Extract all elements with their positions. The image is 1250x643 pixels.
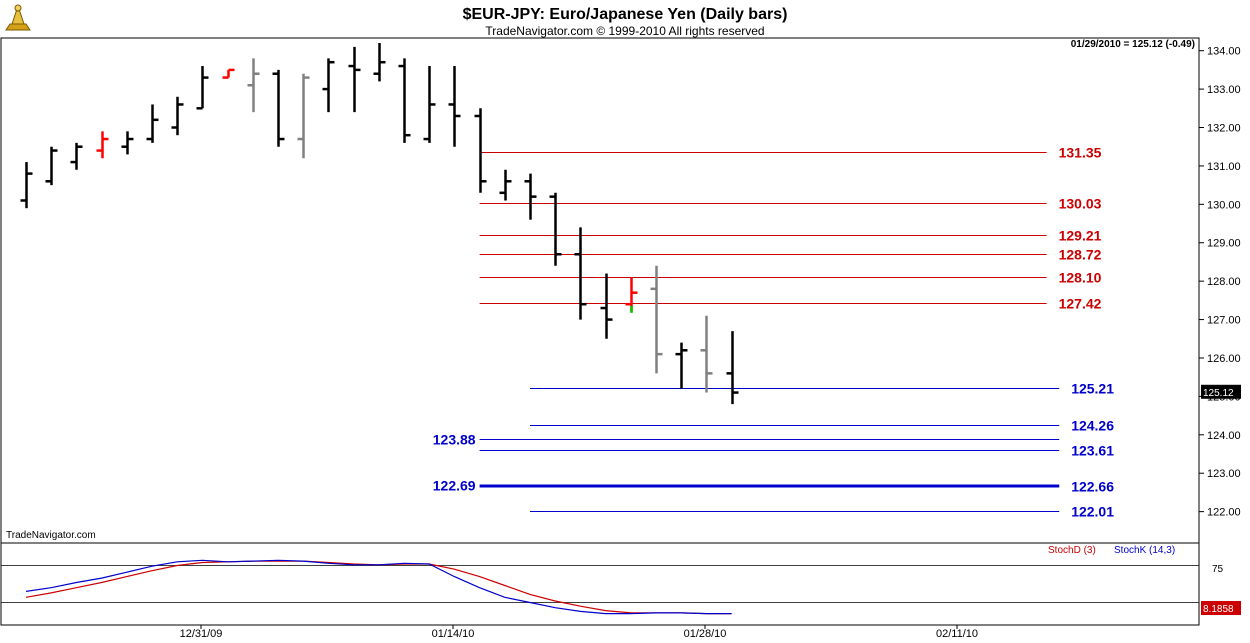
stochastic-lines xyxy=(1,559,1199,615)
ohlc-bar xyxy=(726,331,739,405)
y-axis: 134.00 133.00 132.00 131.00 130.00 129.00 128.… xyxy=(1198,38,1241,625)
ohlc-bar xyxy=(70,142,83,170)
ohlc-bar xyxy=(549,192,562,266)
level-label: 122.01 xyxy=(1071,504,1114,520)
bars-layer xyxy=(20,43,739,405)
y-tick-label: 128.00 xyxy=(1207,276,1241,288)
level-label: 127.42 xyxy=(1059,296,1102,312)
y-tick-label: 131.00 xyxy=(1207,161,1241,173)
ohlc-bar xyxy=(574,227,587,320)
level-label: 122.66 xyxy=(1071,479,1114,495)
y-tick-label: 127.00 xyxy=(1207,315,1241,327)
ohlc-bar xyxy=(171,96,184,136)
price-readout: 01/29/2010 = 125.12 (-0.49) xyxy=(1071,39,1195,50)
ohlc-bar xyxy=(146,104,159,143)
last-price-marker: 125.12 xyxy=(1201,384,1241,399)
stoch-last-box xyxy=(1201,601,1241,615)
ohlc-bar xyxy=(474,108,487,193)
last-price-label: 125.12 xyxy=(1203,388,1234,399)
y-tick-label: 126.00 xyxy=(1207,353,1241,365)
ohlc-bar xyxy=(45,146,58,186)
y-tick-label: 123.00 xyxy=(1207,468,1241,480)
watermark: TradeNavigator.com xyxy=(6,530,96,541)
ohlc-bar xyxy=(20,162,33,209)
ohlc-bar xyxy=(448,66,461,147)
ohlc-bar xyxy=(398,58,411,143)
y-tick-label: 122.00 xyxy=(1207,507,1241,519)
level-label: 125.21 xyxy=(1071,381,1114,397)
ohlc-bar xyxy=(272,69,285,147)
y-tick-label: 133.00 xyxy=(1207,84,1241,96)
trade-navigator-logo xyxy=(2,2,34,36)
ohlc-bar xyxy=(247,58,260,113)
ohlc-bar xyxy=(650,265,663,374)
x-axis: 12/31/09 01/14/10 01/28/10 02/11/10 xyxy=(1,624,1199,640)
x-tick-label: 02/11/10 xyxy=(936,628,978,640)
y-tick-label: 134.00 xyxy=(1207,46,1241,58)
ohlc-bar xyxy=(675,342,688,389)
x-tick-label: 12/31/09 xyxy=(180,628,223,640)
ohlc-bar xyxy=(121,131,134,155)
ohlc-bar xyxy=(322,58,335,113)
level-label: 123.88 xyxy=(433,432,476,448)
ohlc-bar xyxy=(423,66,436,143)
y-tick-label: 132.00 xyxy=(1207,123,1241,135)
stoch-last-label: 8.1858 xyxy=(1203,604,1234,615)
ohlc-bar xyxy=(524,173,537,220)
ohlc-bar xyxy=(373,43,386,82)
stoch-d-line xyxy=(25,560,732,615)
y-tick-label: 130.00 xyxy=(1207,199,1241,211)
ohlc-bar xyxy=(222,68,235,79)
level-label: 128.10 xyxy=(1059,270,1102,286)
ohlc-bar xyxy=(700,315,713,393)
chart-title: $EUR-JPY: Euro/Japanese Yen (Daily bars) xyxy=(463,6,788,23)
stochastic-panel: StochD (3) StochK (14,3) 75 8.1858 xyxy=(0,542,1241,626)
level-label: 123.61 xyxy=(1071,443,1114,459)
ohlc-bar xyxy=(297,73,310,159)
ohlc-bar xyxy=(600,273,613,339)
level-label: 128.72 xyxy=(1059,247,1102,263)
level-label: 122.69 xyxy=(433,478,476,494)
ohlc-bar xyxy=(348,46,361,113)
price-panel: 131.35 130.03 129.21 128.72 128.10 127.42 125.… xyxy=(0,37,1200,544)
level-label: 129.21 xyxy=(1059,228,1102,244)
stoch-d-legend: StochD (3) xyxy=(1048,545,1096,556)
x-tick-label: 01/14/10 xyxy=(432,628,475,640)
ohlc-bar xyxy=(196,66,209,110)
y-tick-label: 124.00 xyxy=(1207,430,1241,442)
stoch-k-legend: StochK (14,3) xyxy=(1114,545,1175,556)
price-panel-frame xyxy=(0,37,1200,544)
ohlc-bar xyxy=(96,131,109,159)
ohlc-bar xyxy=(499,169,512,201)
x-tick-label: 01/28/10 xyxy=(684,628,727,640)
level-label: 130.03 xyxy=(1059,196,1102,212)
level-label: 131.35 xyxy=(1059,145,1102,161)
stoch-ref-label: 75 xyxy=(1212,564,1224,575)
stoch-k-line xyxy=(25,559,732,615)
chart-subtitle: TradeNavigator.com © 1999-2010 All right… xyxy=(485,24,764,38)
levels-layer: 131.35 130.03 129.21 128.72 128.10 127.42 125.… xyxy=(433,145,1114,520)
y-tick-label: 129.00 xyxy=(1207,238,1241,250)
level-label: 124.26 xyxy=(1071,418,1114,434)
